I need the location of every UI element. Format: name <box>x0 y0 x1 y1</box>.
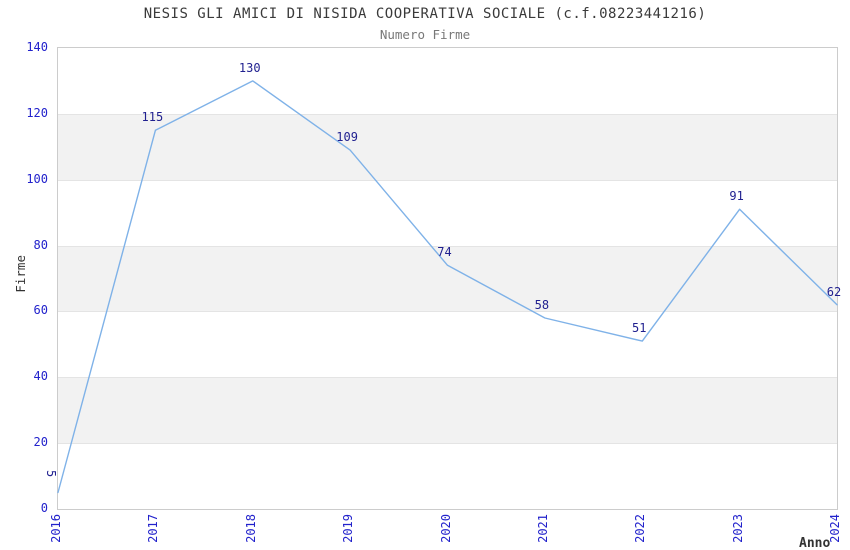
gridline <box>58 311 837 312</box>
x-tick-label: 2022 <box>633 514 648 543</box>
y-tick-label: 140 <box>26 40 48 54</box>
plot-band <box>58 245 837 312</box>
y-tick-label: 20 <box>33 435 48 450</box>
gridline <box>58 443 837 444</box>
point-value-label: 91 <box>729 189 744 204</box>
gridline <box>58 246 837 247</box>
x-tick-label: 2016 <box>49 514 63 543</box>
point-value-label: 51 <box>632 321 647 336</box>
gridline <box>58 114 837 115</box>
gridline <box>58 377 837 378</box>
y-tick-label: 0 <box>40 501 48 515</box>
x-tick-label: 2017 <box>146 514 161 543</box>
chart-subtitle: Numero Firme <box>379 27 471 42</box>
y-tick-label: 40 <box>33 369 48 384</box>
x-tick-label: 2023 <box>730 514 745 543</box>
y-axis-labels: 0 20 40 60 80 100 120 140 <box>0 41 57 514</box>
x-tick-label: 2018 <box>243 514 258 543</box>
point-value-label: 115 <box>141 110 164 125</box>
plot-area <box>57 47 838 510</box>
line-series <box>57 80 838 494</box>
y-tick-label: 100 <box>26 171 48 186</box>
x-axis-title: Anno <box>799 536 831 550</box>
point-value-label: 74 <box>437 245 452 260</box>
y-tick-label: 120 <box>26 105 48 120</box>
x-tick-label: 2021 <box>535 514 550 543</box>
point-value-label: 130 <box>238 60 261 75</box>
x-tick-label: 2019 <box>341 514 356 543</box>
gridline <box>58 180 837 181</box>
point-value-label: 58 <box>534 298 550 312</box>
point-value-label: 5 <box>44 469 58 477</box>
plot-band <box>58 377 837 444</box>
y-tick-label: 80 <box>33 237 48 252</box>
series-path <box>57 80 838 494</box>
chart-title: NESIS GLI AMICI DI NISIDA COOPERATIVA SO… <box>143 6 707 22</box>
y-tick-label: 60 <box>33 303 48 318</box>
point-value-label: 109 <box>336 130 358 145</box>
x-tick-label: 2020 <box>438 514 453 543</box>
point-value-label: 62 <box>826 284 842 299</box>
plot-band <box>58 113 837 180</box>
